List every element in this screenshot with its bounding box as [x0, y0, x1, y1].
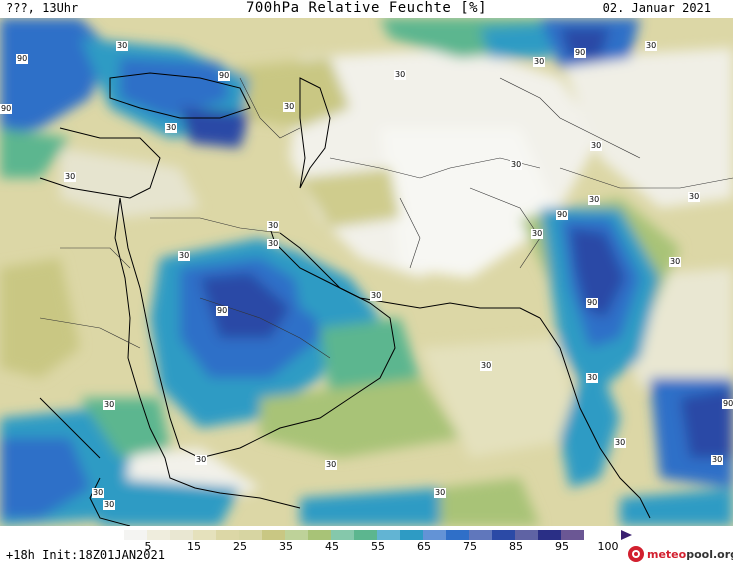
tick-label: 65 — [417, 540, 431, 553]
contour-label-30: 30 — [165, 123, 178, 133]
contour-label-30: 30 — [588, 195, 601, 205]
color-scale-cell — [216, 530, 239, 540]
color-scale-cell — [147, 530, 170, 540]
tick-label: 25 — [233, 540, 247, 553]
color-scale-ticks: 5 15 25 35 45 55 65 75 85 95 100 — [0, 540, 733, 553]
contour-label-30: 30 — [614, 438, 627, 448]
meteopool-logo-icon — [628, 546, 644, 562]
meteopool-logo[interactable]: meteopool.org — [628, 546, 733, 562]
contour-label-30: 30 — [195, 455, 208, 465]
contour-label-30: 30 — [434, 488, 447, 498]
color-scale-cell — [538, 530, 561, 540]
tick-label: 100 — [597, 540, 619, 553]
contour-label-90: 90 — [722, 399, 733, 409]
color-scale-cell — [124, 530, 147, 540]
color-scale-cell — [469, 530, 492, 540]
contour-label-30: 30 — [64, 172, 77, 182]
color-scale-cell — [561, 530, 584, 540]
contour-label-90: 90 — [216, 306, 229, 316]
contour-label-30: 30 — [92, 488, 105, 498]
tick-label: 15 — [187, 540, 201, 553]
contour-label-30: 30 — [283, 102, 296, 112]
run-info: +18h Init:18Z01JAN2021 — [6, 548, 165, 562]
contour-label-30: 30 — [480, 361, 493, 371]
color-scale-cell — [354, 530, 377, 540]
color-scale-cell — [377, 530, 400, 540]
color-scale — [124, 530, 632, 540]
logo-text: meteopool.org — [647, 547, 733, 561]
tick-label: 75 — [463, 540, 477, 553]
color-scale-cell — [331, 530, 354, 540]
color-scale-cell — [308, 530, 331, 540]
humidity-field — [0, 18, 733, 526]
tick-label: 95 — [555, 540, 569, 553]
contour-label-30: 30 — [267, 239, 280, 249]
color-scale-cell — [492, 530, 515, 540]
contour-label-30: 30 — [533, 57, 546, 67]
contour-label-30: 30 — [178, 251, 191, 261]
map-title: 700hPa Relative Feuchte [%] — [245, 0, 488, 16]
contour-label-90: 90 — [0, 104, 13, 114]
contour-label-30: 30 — [669, 257, 682, 267]
tick-label: 5 — [144, 540, 152, 553]
tick-label: 85 — [509, 540, 523, 553]
contour-label-30: 30 — [116, 41, 129, 51]
header-bar: ???, 13Uhr 700hPa Relative Feuchte [%] 0… — [0, 0, 733, 18]
color-scale-cell — [285, 530, 308, 540]
footer: 5 15 25 35 45 55 65 75 85 95 100 +18h In… — [0, 526, 733, 566]
borders — [39, 77, 733, 359]
color-scale-cell — [515, 530, 538, 540]
contour-label-30: 30 — [586, 373, 599, 383]
contour-label-30: 30 — [688, 192, 701, 202]
contour-label-30: 30 — [370, 291, 383, 301]
contour-label-30: 30 — [531, 229, 544, 239]
contour-label-90: 90 — [218, 71, 231, 81]
tick-label: 55 — [371, 540, 385, 553]
humidity-map: 90 90 90 90 90 90 90 90 30 30 30 30 30 3… — [0, 18, 733, 526]
color-scale-cell — [170, 530, 193, 540]
contour-label-30: 30 — [590, 141, 603, 151]
coastlines — [39, 72, 651, 526]
contour-label-30: 30 — [267, 221, 280, 231]
contour-label-30: 30 — [103, 500, 116, 510]
color-scale-cell — [193, 530, 216, 540]
contour-label-90: 90 — [586, 298, 599, 308]
contour-label-30: 30 — [103, 400, 116, 410]
contour-label-30: 30 — [510, 160, 523, 170]
contour-label-30: 30 — [325, 460, 338, 470]
color-scale-cell — [262, 530, 285, 540]
tick-label: 45 — [325, 540, 339, 553]
date-label: 02. Januar 2021 — [602, 1, 711, 15]
contour-label-30: 30 — [711, 455, 724, 465]
color-scale-arrow — [621, 530, 632, 540]
color-scale-cell — [423, 530, 446, 540]
contour-label-30: 30 — [645, 41, 658, 51]
color-scale-cell — [446, 530, 469, 540]
color-scale-cell — [400, 530, 423, 540]
tick-label: 35 — [279, 540, 293, 553]
contour-label-30: 30 — [394, 70, 407, 80]
contour-label-90: 90 — [16, 54, 29, 64]
valid-time-label: ???, 13Uhr — [6, 1, 79, 15]
contour-label-90: 90 — [574, 48, 587, 58]
contour-label-90: 90 — [556, 210, 569, 220]
map-canvas — [0, 18, 733, 526]
color-scale-cell — [239, 530, 262, 540]
